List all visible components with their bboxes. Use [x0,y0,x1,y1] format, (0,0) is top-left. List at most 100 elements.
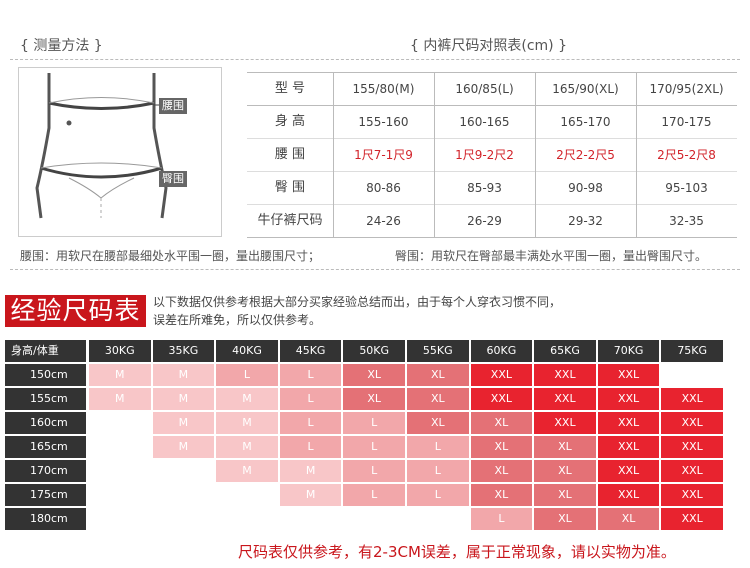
size-cell: L [216,364,278,386]
intro-line: 以下数据仅供参考根据大部分买家经验总结而出，由于每个人穿衣习惯不同， [153,295,562,309]
table-header-cell: 型 号 [274,81,306,96]
height-row-label: 160cm [5,412,86,434]
size-cell: M [89,388,151,410]
size-cell: L [343,460,405,482]
table-cell: 165-170 [560,115,611,129]
table-cell: 32-35 [669,214,704,228]
size-cell: M [279,484,342,506]
size-cell: XL [470,436,533,458]
size-cell: XL [407,412,469,434]
height-row-label: 180cm [5,508,86,530]
size-cell: M [216,412,278,434]
weight-header-cell: 40KG [216,340,278,362]
table-col-rule [434,72,435,238]
size-cell: XL [597,508,660,530]
size-cell: XXL [597,364,660,386]
footer-note: 尺码表仅供参考，有2-3CM误差，属于正常现象，请以实物为准。 [238,543,676,561]
size-cell: XXL [597,388,660,410]
size-cell: XL [534,508,596,530]
table-header-cell: 170/95(2XL) [649,82,724,96]
size-cell: XL [470,460,533,482]
measure-method-header: { 测量方法 } [20,38,103,54]
size-cell: L [407,460,469,482]
weight-header-cell: 70KG [597,340,660,362]
weight-header-cell: 30KG [89,340,151,362]
table-cell: 95-103 [665,181,708,195]
intro-line: 误差在所难免，所以仅供参考。 [153,313,322,327]
hip-note: 臀围：用软尺在臀部最丰满处水平围一圈，量出臀围尺寸。 [395,249,708,263]
table-header-cell: 160/85(L) [455,82,514,96]
weight-header-cell: 75KG [661,340,723,362]
height-row-label: 155cm [5,388,86,410]
waist-tag: 腰围 [159,98,187,114]
experience-intro: 以下数据仅供参考根据大部分买家经验总结而出，由于每个人穿衣习惯不同， 误差在所难… [153,293,743,329]
table-cell: 170-175 [661,115,712,129]
weight-header-cell: 55KG [407,340,469,362]
size-cell: XL [534,484,596,506]
body-measure-figure: 腰围 臀围 [18,67,222,237]
size-cell: M [89,364,151,386]
size-cell: L [407,484,469,506]
table-row-label: 臀 围 [274,180,306,195]
size-cell: XXL [534,388,596,410]
grid-corner-cell: 身高/体重 [5,340,86,362]
size-cell: L [407,436,469,458]
experience-banner: 经验尺码表 [5,295,146,327]
table-cell: 1尺9-2尺2 [455,148,514,162]
table-row-label: 身 高 [274,114,306,129]
body-outline-icon [35,73,168,219]
size-cell: XL [407,388,469,410]
table-cell: 2尺2-2尺5 [556,148,615,162]
size-cell: XL [407,364,469,386]
table-bottom-rule [247,237,737,238]
table-cell: 24-26 [366,214,401,228]
weight-header-cell: 35KG [152,340,215,362]
weight-header-cell: 50KG [343,340,405,362]
size-cell: M [279,460,342,482]
size-cell: M [152,364,215,386]
table-cell: 1尺7-1尺9 [354,148,413,162]
table-header-cell: 165/90(XL) [552,82,619,96]
size-cell: M [216,388,278,410]
size-chart-header: { 内裤尺码对照表(cm) } [410,38,567,54]
table-row-rule [247,171,737,172]
weight-header-cell: 60KG [470,340,533,362]
size-cell: XXL [661,436,723,458]
table-cell: 26-29 [467,214,502,228]
size-cell: XXL [597,460,660,482]
table-header-cell: 155/80(M) [352,82,415,96]
table-cell: 29-32 [568,214,603,228]
size-cell: L [343,484,405,506]
size-cell: M [152,436,215,458]
size-cell: XXL [534,412,596,434]
table-cell: 90-98 [568,181,603,195]
table-cell: 155-160 [358,115,409,129]
waist-note: 腰围：用软尺在腰部最细处水平围一圈，量出腰围尺寸； [20,249,321,263]
height-row-label: 165cm [5,436,86,458]
header-divider [10,59,740,60]
weight-header-cell: 45KG [279,340,342,362]
hip-tag: 臀围 [159,171,187,187]
experience-grid: 身高/体重 30KG 35KG 40KG 45KG 50KG 55KG 60KG 65KG 70… [5,340,745,535]
table-col-rule [636,72,637,238]
size-cell: XXL [661,460,723,482]
size-cell: XL [534,436,596,458]
size-cell: XXL [661,508,723,530]
size-cell: L [343,436,405,458]
size-cell: XXL [470,364,533,386]
size-cell: XXL [534,364,596,386]
height-row-label: 175cm [5,484,86,506]
size-cell: XL [343,364,405,386]
table-cell: 2尺5-2尺8 [657,148,716,162]
table-cell: 85-93 [467,181,502,195]
size-table: 型 号 155/80(M) 160/85(L) 165/90(XL) 170/9… [247,72,737,238]
size-cell: L [279,436,342,458]
size-cell: XXL [661,484,723,506]
size-cell: L [279,364,342,386]
size-cell: XL [534,460,596,482]
size-cell: L [343,412,405,434]
size-cell: XXL [597,484,660,506]
height-row-label: 150cm [5,364,86,386]
size-cell: M [152,388,215,410]
table-top-rule [247,72,737,73]
